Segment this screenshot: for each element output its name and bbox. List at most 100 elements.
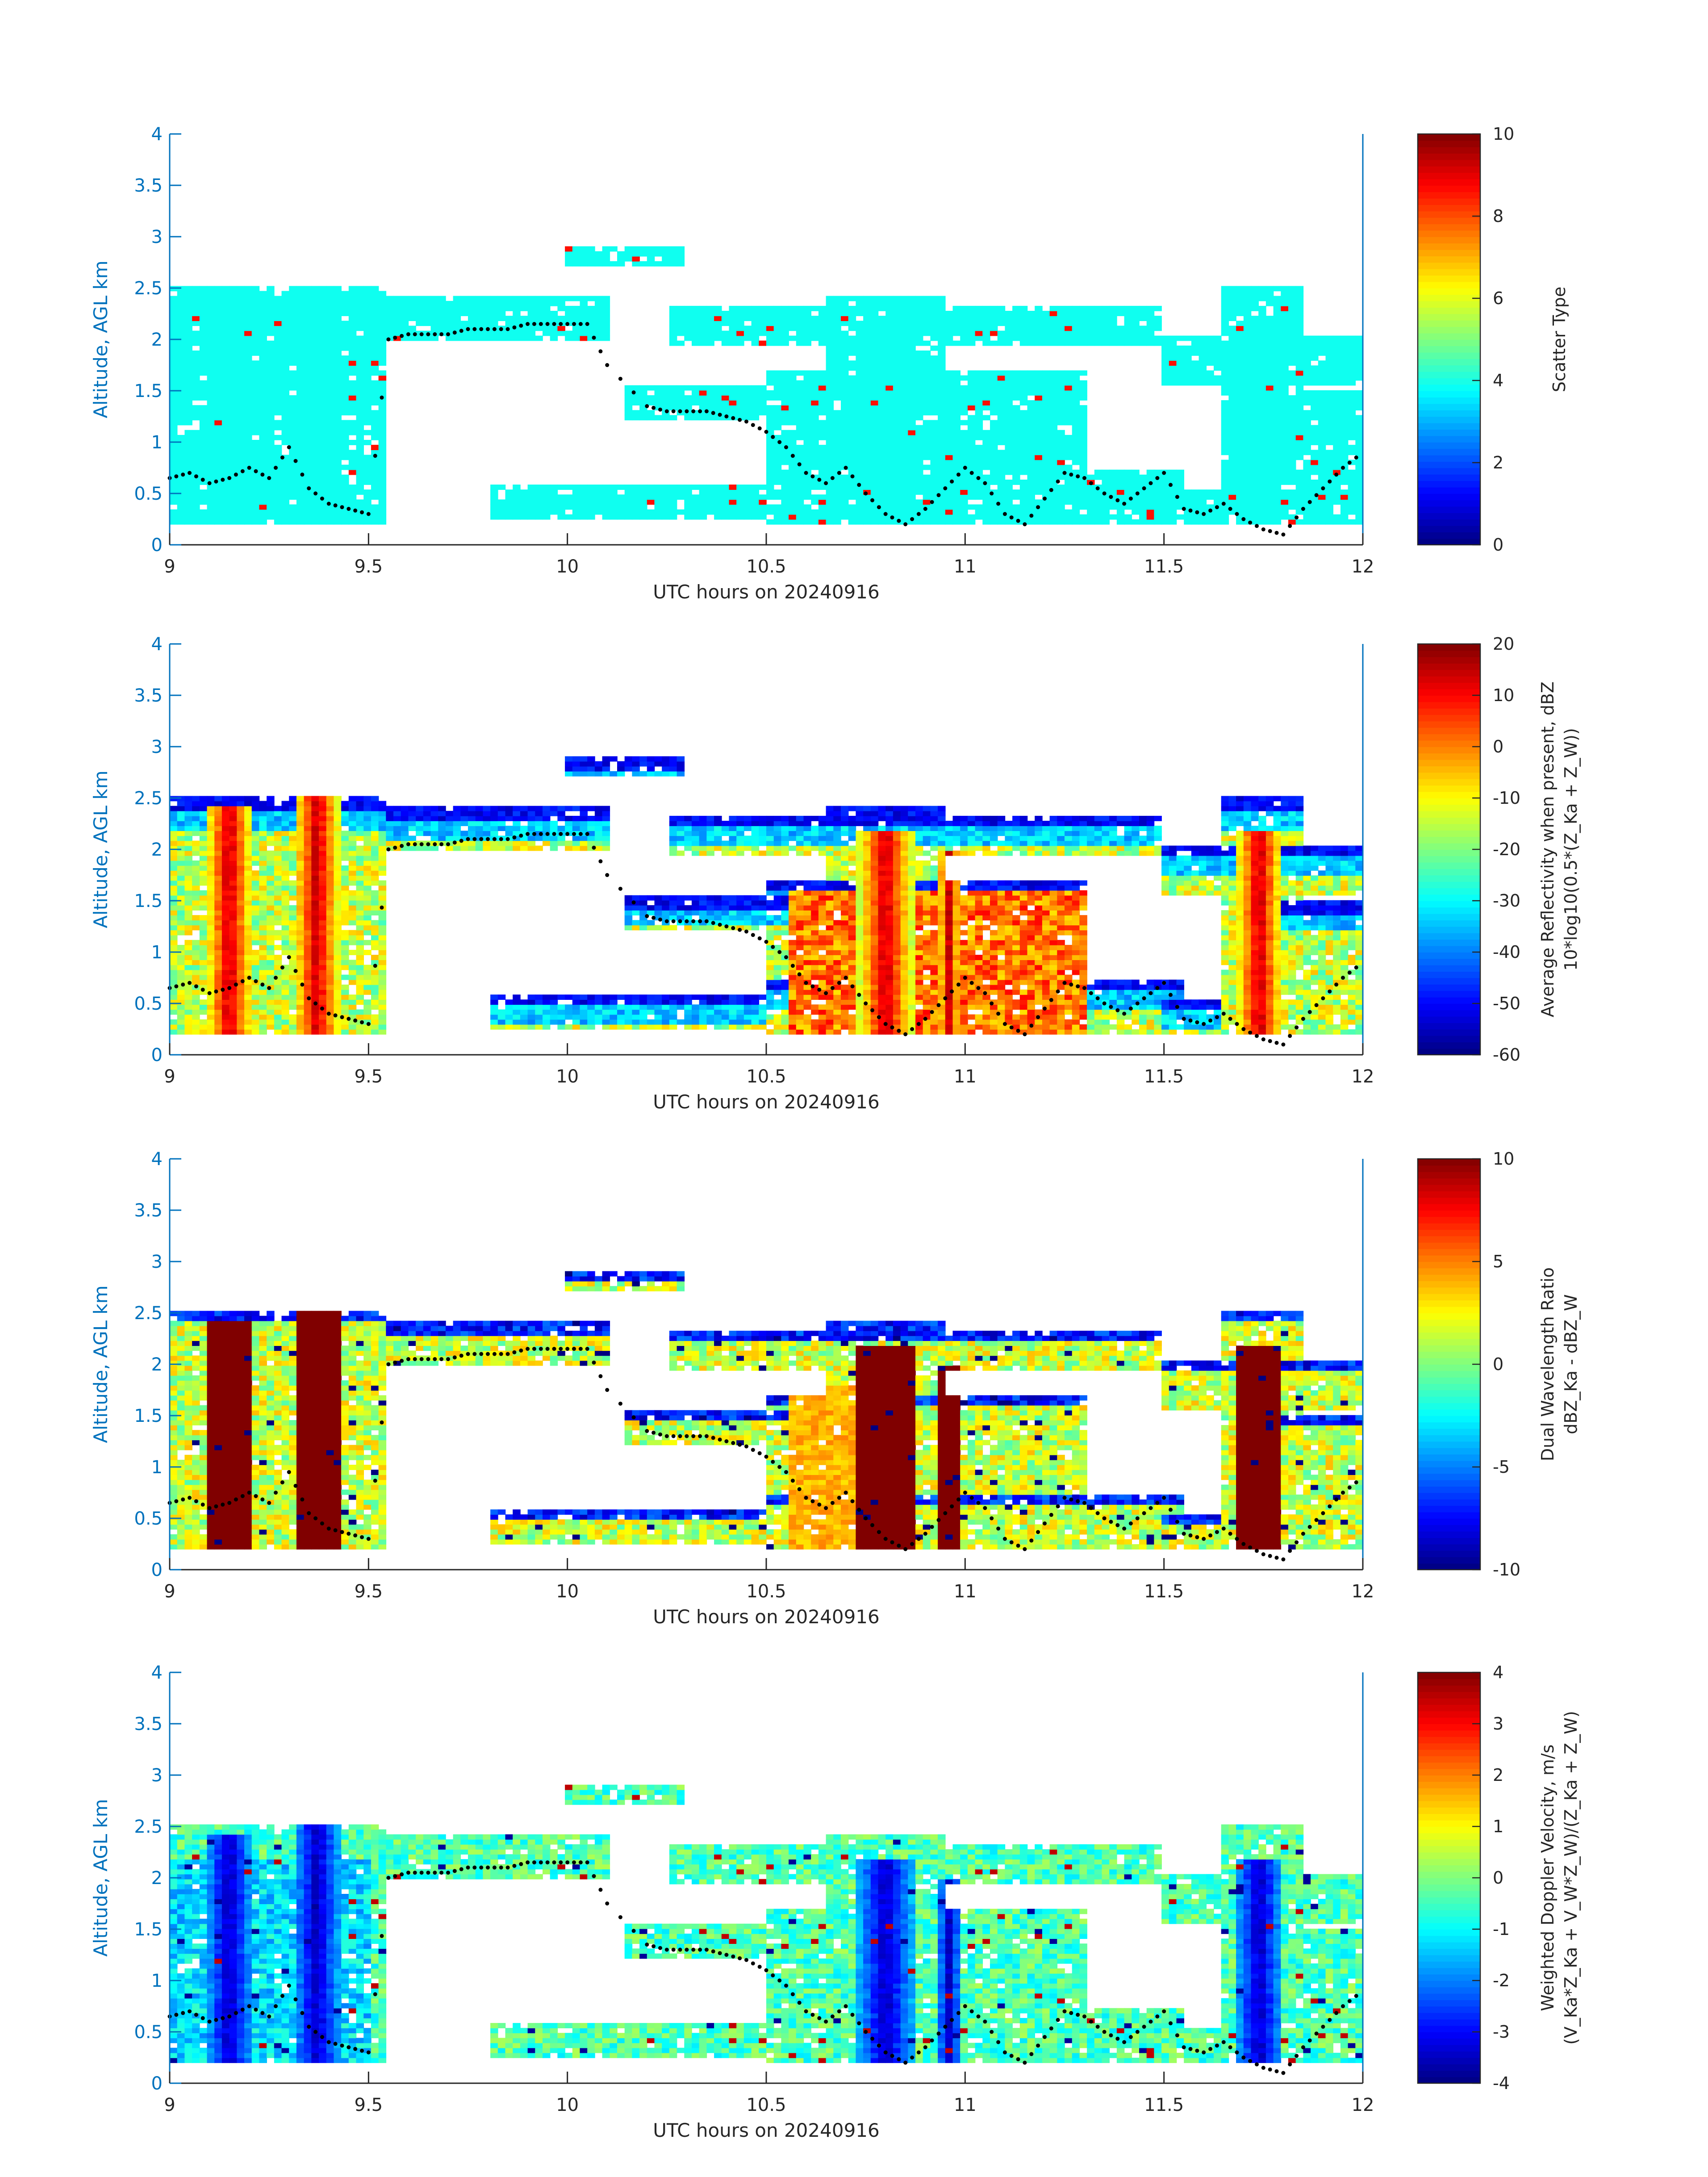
heatmap-cell <box>863 510 871 515</box>
heatmap-cell <box>1020 499 1028 505</box>
heatmap-cell <box>1117 336 1125 341</box>
heatmap-cell <box>1266 341 1274 346</box>
heatmap-cell <box>1221 355 1229 361</box>
heatmap-cell <box>1065 331 1073 336</box>
heatmap-cell <box>975 485 983 490</box>
heatmap-cell <box>863 519 871 525</box>
heatmap-cell <box>319 480 327 485</box>
heatmap-cell <box>930 316 938 321</box>
heatmap-cell <box>1318 460 1326 465</box>
heatmap-cell <box>184 380 192 386</box>
heatmap-cell <box>1191 370 1199 376</box>
heatmap-cell <box>460 336 468 341</box>
heatmap-cell <box>945 440 953 445</box>
heatmap-cell <box>729 395 737 401</box>
heatmap-cell <box>1251 475 1259 480</box>
heatmap-cell <box>1274 430 1282 435</box>
heatmap-cell <box>1266 400 1274 405</box>
heatmap-cell <box>1333 420 1341 426</box>
heatmap-cell <box>1065 390 1073 396</box>
heatmap-cell <box>826 465 834 470</box>
heatmap-cell <box>744 311 752 316</box>
heatmap-cell <box>1333 376 1341 381</box>
heatmap-cell <box>1147 505 1155 510</box>
heatmap-cell <box>572 499 580 505</box>
heatmap-cell <box>1244 494 1252 500</box>
heatmap-cell <box>1042 326 1050 331</box>
heatmap-cell <box>998 331 1006 336</box>
heatmap-cell <box>863 321 871 326</box>
heatmap-cell <box>483 311 491 316</box>
heatmap-cell <box>230 301 238 306</box>
heatmap-cell <box>1139 480 1147 485</box>
heatmap-cell <box>990 445 998 450</box>
heatmap-cell <box>1079 489 1087 495</box>
heatmap-cell <box>222 465 230 470</box>
heatmap-cell <box>1094 475 1102 480</box>
heatmap-cell <box>214 346 222 351</box>
heatmap-cell <box>960 311 968 316</box>
heatmap-cell <box>1124 514 1132 520</box>
heatmap-cell <box>259 365 267 371</box>
heatmap-cell <box>289 410 297 415</box>
heatmap-cell <box>274 480 282 485</box>
heatmap-cell <box>282 475 290 480</box>
heatmap-cell <box>789 380 797 386</box>
heatmap-cell <box>341 390 349 396</box>
heatmap-cell <box>1251 450 1259 455</box>
heatmap-cell <box>1065 435 1073 440</box>
heatmap-cell <box>885 306 894 311</box>
heatmap-cell <box>1251 425 1259 430</box>
heatmap-cell <box>856 450 864 455</box>
heatmap-cell <box>543 306 551 311</box>
heatmap-cell <box>1311 376 1319 381</box>
heatmap-cell <box>998 440 1006 445</box>
heatmap-cell <box>341 514 349 520</box>
heatmap-cell <box>766 494 774 500</box>
heatmap-cell <box>1139 311 1147 316</box>
heatmap-cell <box>781 519 789 525</box>
heatmap-cell <box>311 420 319 426</box>
heatmap-cell <box>222 365 230 371</box>
heatmap-cell <box>1072 430 1080 435</box>
heatmap-cell <box>677 510 685 515</box>
heatmap-cell <box>848 405 856 410</box>
heatmap-cell <box>901 445 909 450</box>
heatmap-cell <box>893 450 901 455</box>
heatmap-cell <box>334 385 342 391</box>
heatmap-cell <box>938 316 946 321</box>
heatmap-cell <box>1027 475 1036 480</box>
heatmap-cell <box>1139 505 1147 510</box>
heatmap-cell <box>244 519 252 525</box>
heatmap-cell <box>602 296 610 301</box>
heatmap-cell <box>901 296 909 301</box>
heatmap-cell <box>1311 341 1319 346</box>
heatmap-cell <box>1303 470 1311 475</box>
heatmap-cell <box>714 514 722 520</box>
heatmap-cell <box>363 360 372 366</box>
heatmap-cell <box>356 519 364 525</box>
heatmap-cell <box>729 390 737 396</box>
heatmap-cell <box>1333 445 1341 450</box>
heatmap-cell <box>1199 499 1207 505</box>
heatmap-cell <box>1244 355 1252 361</box>
heatmap-cell <box>833 445 841 450</box>
heatmap-cell <box>1244 470 1252 475</box>
heatmap-cell <box>1191 365 1199 371</box>
heatmap-cell <box>393 296 401 301</box>
heatmap-cell <box>602 301 610 306</box>
heatmap-cell <box>1005 395 1013 401</box>
heatmap-cell <box>363 301 372 306</box>
heatmap-cell <box>975 410 983 415</box>
heatmap-cell <box>856 376 864 381</box>
heatmap-cell <box>878 460 886 465</box>
heatmap-cell <box>998 475 1006 480</box>
heatmap-cell <box>878 519 886 525</box>
heatmap-cell <box>833 505 841 510</box>
heatmap-cell <box>968 415 976 420</box>
heatmap-cell <box>192 510 200 515</box>
heatmap-cell <box>184 505 192 510</box>
heatmap-cell <box>752 316 760 321</box>
heatmap-cell <box>1117 331 1125 336</box>
heatmap-cell <box>781 390 789 396</box>
